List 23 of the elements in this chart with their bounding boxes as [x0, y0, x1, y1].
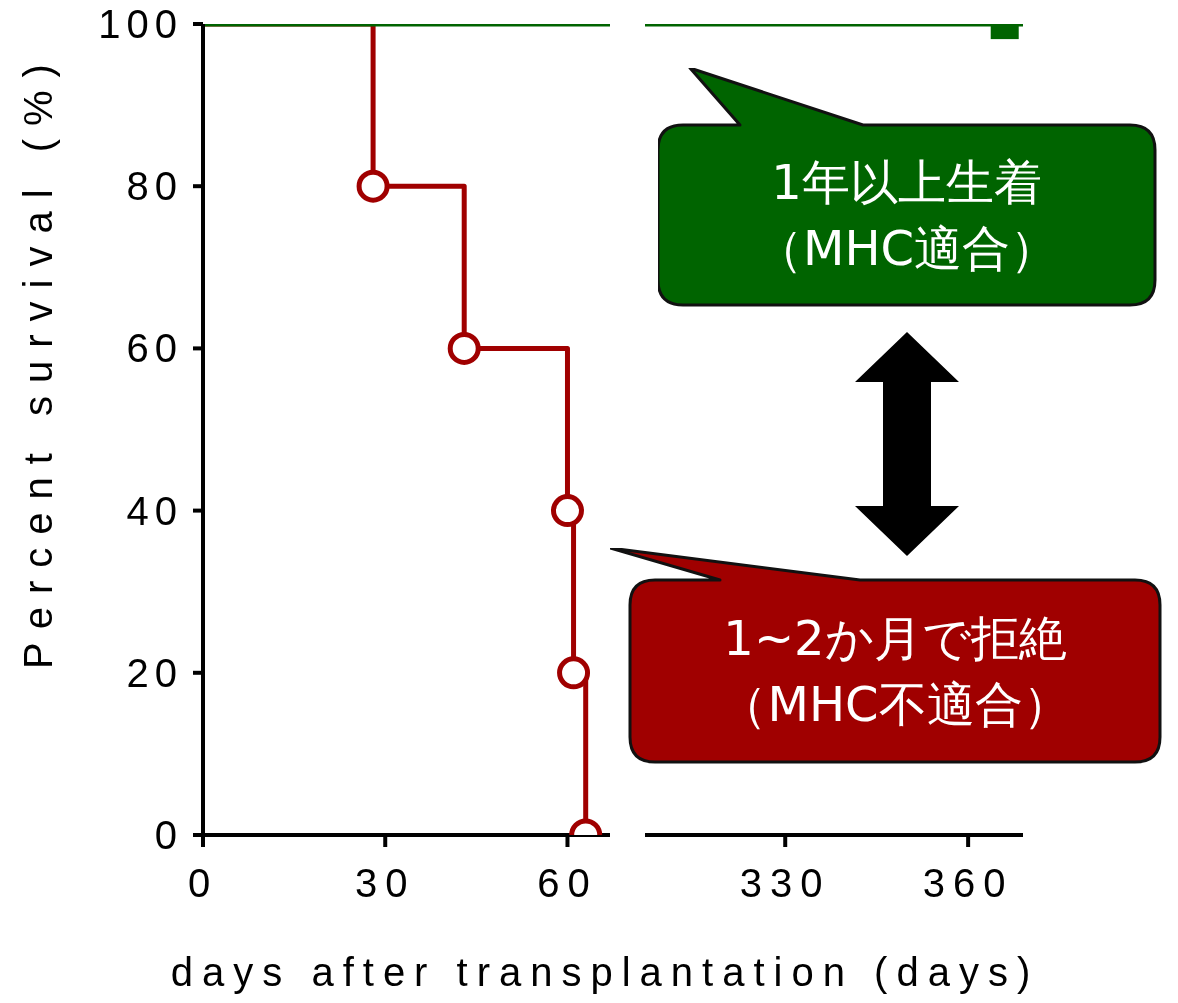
x-axis-title: days after transplantation (days) — [169, 950, 1041, 995]
y-tick-label: 80 — [126, 164, 183, 209]
annotation: （MHC不適合） — [719, 675, 1071, 734]
annotation: （MHC適合） — [754, 219, 1059, 278]
x-tick-label: 360 — [922, 861, 1014, 905]
y-tick-label: 40 — [126, 488, 183, 533]
y-tick-label: 60 — [126, 326, 183, 371]
x-tick-label: 330 — [739, 861, 831, 905]
speech-bubble: 1年以上生着 （MHC適合） — [658, 68, 1158, 308]
point — [356, 169, 390, 203]
x-tick-label: 30 — [354, 861, 416, 905]
speech-bubble: 1~2か月で拒絶 （MHC不適合） — [610, 548, 1163, 765]
annotation: 1~2か月で拒絶 — [723, 609, 1067, 668]
y-tick-label: 0 — [154, 813, 183, 857]
point — [447, 331, 481, 365]
y-axis-title: Percent survival (%) — [15, 51, 61, 669]
y-tick-label: 20 — [126, 650, 183, 695]
x-tick-label: 0 — [187, 861, 219, 905]
point — [557, 656, 591, 690]
x-tick-label: 60 — [537, 861, 598, 905]
y-tick-label: 100 — [98, 2, 183, 46]
point — [550, 494, 584, 528]
annotation: 1年以上生着 — [771, 153, 1042, 212]
